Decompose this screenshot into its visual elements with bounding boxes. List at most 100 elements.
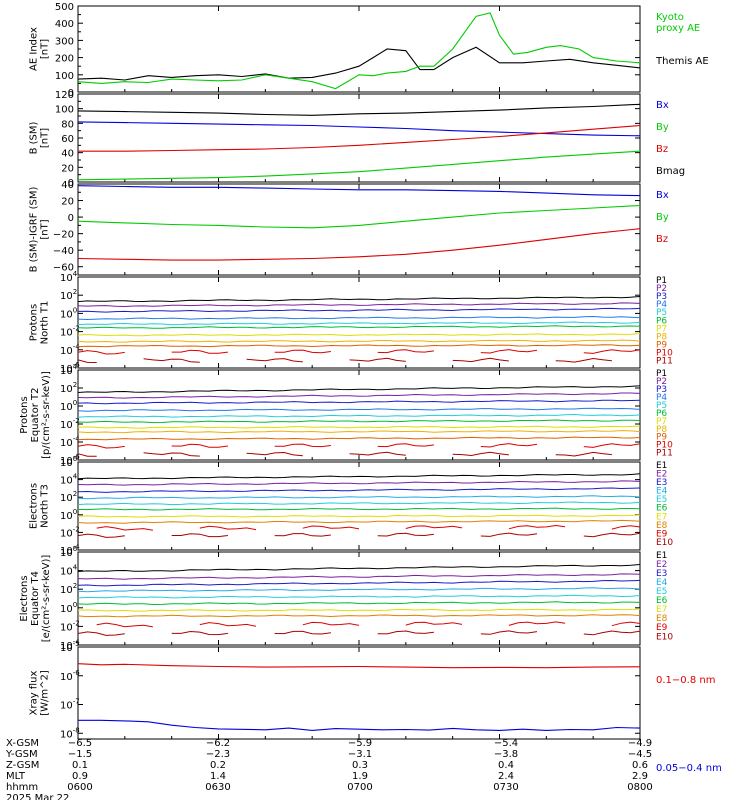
y-axis-label-xray-1: [W/m^2]: [40, 670, 51, 716]
series-protons_e-10-4: [452, 451, 509, 457]
legend-electrons_n-1: E2: [656, 470, 667, 480]
y-tick-label-electrons_n-4: 104: [60, 473, 78, 487]
series-electrons_e-9-3: [377, 630, 434, 635]
series-protons_n-1-0: [77, 302, 641, 308]
legend-bigrf-2: Bz: [656, 234, 668, 245]
series-xray-1: [78, 719, 641, 731]
series-electrons_n-8-0: [96, 526, 153, 531]
series-bigrf-2: [77, 228, 641, 261]
legend-protons_n-7: P8: [656, 332, 667, 342]
y-tick-label-bigrf-1: −40: [53, 246, 74, 257]
y-axis-label-protons_e-2: [p/(cm²-s-sr-keV)]: [41, 371, 52, 459]
y-tick-label-electrons_n-2: 100: [60, 508, 77, 522]
legend-electrons_e-7: E8: [656, 614, 668, 624]
series-electrons_n-8-3: [405, 525, 463, 529]
legend-protons_e-3: P4: [656, 393, 667, 403]
legend-electrons_e-3: E4: [656, 578, 668, 588]
y-tick-label-bsm-6: 120: [55, 90, 74, 101]
series-protons_n-0-0: [77, 296, 641, 303]
y-tick-label-electrons_e-5: 106: [60, 545, 78, 559]
legend-electrons_e-8: E9: [656, 623, 668, 633]
footer-value-4-2: 0700: [347, 782, 372, 793]
y-tick-label-ae-0: 0: [68, 88, 74, 99]
y-axis-label-bsm-0: B (SM): [29, 121, 40, 154]
series-protons_n-10-5: [555, 357, 612, 363]
panel-frame-bigrf: [77, 183, 641, 276]
y-tick-label-protons_n-4: 102: [60, 288, 77, 302]
y-axis-label-bsm-1: [nT]: [40, 128, 51, 148]
series-protons_e-7-0: [77, 430, 641, 434]
series-protons_e-1-0: [77, 392, 641, 399]
legend-protons_e-5: P6: [656, 409, 667, 419]
series-electrons_n-8-4: [508, 524, 566, 530]
y-axis-label-ae-0: AE Index: [29, 27, 40, 71]
footer-value-0-4: −4.9: [628, 738, 652, 749]
legend-electrons_e-4: E5: [656, 587, 667, 597]
series-protons_n-7-0: [77, 339, 641, 343]
y-tick-label-protons_e-2: 10-2: [60, 417, 80, 431]
y-tick-label-electrons_n-1: 10-2: [60, 525, 80, 539]
series-protons_e-9-5: [583, 443, 641, 448]
legend-electrons_e-6: E7: [656, 605, 667, 615]
series-protons_e-10-5: [555, 451, 612, 457]
series-protons_e-10-1: [143, 452, 200, 457]
series-electrons_e-8-5: [611, 621, 641, 627]
series-electrons_n-6-0: [77, 514, 641, 518]
legend-electrons_n-9: E10: [656, 538, 673, 548]
footer-value-1-0: −1.5: [68, 749, 92, 760]
series-protons_e-9-2: [274, 443, 331, 448]
series-protons_n-9-2: [274, 349, 331, 354]
y-axis-label-electrons_n-0: Electrons: [29, 483, 40, 529]
y-tick-label-electrons_n-0: 10-4: [60, 543, 80, 557]
y-axis-label-bigrf-1: [nT]: [40, 219, 51, 239]
series-protons_e-9-1: [171, 443, 228, 448]
y-axis-label-bigrf-0: B (SM)-IGRF (SM): [29, 187, 40, 273]
legend-electrons_n-6: E7: [656, 512, 667, 522]
footer-label-3: MLT: [6, 771, 26, 782]
y-tick-label-xray-3: 10-5: [60, 640, 80, 654]
y-tick-label-xray-0: 10-8: [60, 726, 80, 740]
legend-electrons_e-1: E2: [656, 560, 667, 570]
series-xray-0: [77, 663, 641, 669]
legend-protons_e-6: P7: [656, 417, 667, 427]
footer-value-4-0: 0600: [67, 782, 92, 793]
series-bigrf-1: [77, 204, 641, 229]
legend-electrons_n-7: E8: [656, 521, 668, 531]
footer-value-0-3: −5.4: [494, 738, 518, 749]
series-protons_n-9-1: [171, 349, 228, 354]
series-protons_e-2-0: [77, 399, 641, 405]
series-electrons_n-7-0: [77, 519, 641, 524]
footer-value-4-3: 0730: [493, 782, 518, 793]
y-axis-label-electrons_e-1: Equator T4: [30, 571, 41, 626]
y-tick-label-bigrf-5: 40: [61, 180, 74, 191]
legend-electrons_n-3: E4: [656, 487, 668, 497]
series-electrons_n-8-2: [302, 525, 360, 530]
legend-protons_e-7: P8: [656, 425, 667, 435]
legend-protons_e-1: P2: [656, 377, 667, 387]
legend-bsm-2: Bz: [656, 144, 668, 155]
series-protons_e-10-3: [349, 451, 406, 456]
footer-value-2-2: 0.3: [352, 760, 368, 771]
y-axis-label-protons_n-1: North T1: [40, 301, 51, 345]
series-electrons_n-5-0: [77, 507, 641, 511]
series-protons_e-10-2: [246, 451, 303, 457]
legend-electrons_n-0: E1: [656, 461, 667, 471]
series-protons_e-10-0: [77, 453, 97, 457]
series-protons_e-5-0: [77, 419, 641, 424]
series-protons_n-8-0: [77, 344, 641, 348]
footer-value-0-1: −6.2: [206, 738, 230, 749]
series-electrons_e-8-2: [302, 621, 360, 626]
y-tick-label-electrons_n-5: 106: [60, 455, 78, 469]
legend-protons_e-8: P9: [656, 433, 667, 443]
series-electrons_n-8-5: [611, 525, 641, 530]
legend-protons_n-4: P5: [656, 308, 667, 318]
series-protons_n-10-2: [246, 358, 303, 363]
footer-value-3-4: 2.9: [632, 771, 648, 782]
legend-protons_n-2: P3: [656, 292, 667, 302]
series-protons_e-9-0: [77, 444, 125, 449]
series-protons_e-4-0: [77, 413, 641, 418]
panel-frame-xray: [77, 646, 641, 740]
legend-bsm-0: Bx: [656, 100, 669, 111]
series-protons_n-4-0: [77, 321, 641, 326]
